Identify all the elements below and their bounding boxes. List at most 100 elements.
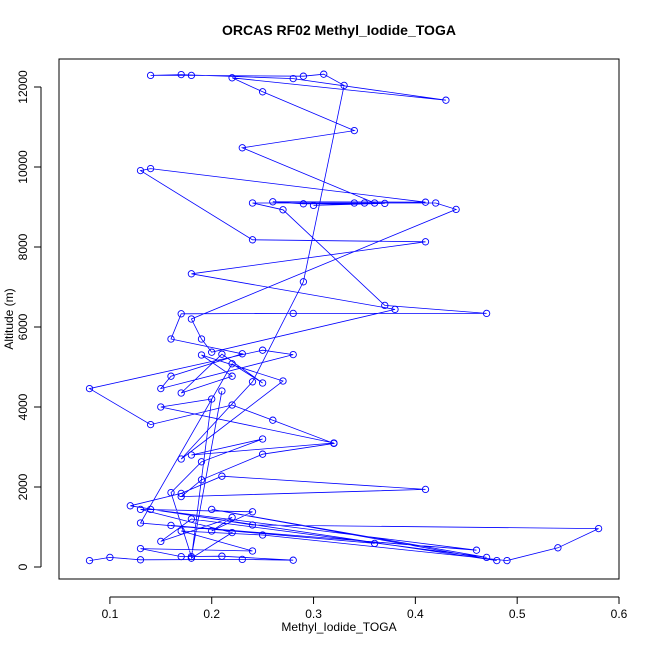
data-point <box>309 201 318 210</box>
data-point <box>330 439 338 447</box>
y-axis-label: Altitude (m) <box>2 288 16 349</box>
data-point <box>554 544 562 552</box>
y-tick-label: 10000 <box>16 150 30 184</box>
data-point <box>208 395 216 403</box>
data-point <box>136 505 145 514</box>
x-tick-label: 0.5 <box>509 607 526 621</box>
data-point <box>187 315 196 323</box>
data-point <box>157 384 165 393</box>
data-point <box>299 278 308 286</box>
y-axis: 0 2000 4000 6000 8000 10000 12000 <box>16 70 42 570</box>
data-point <box>228 372 236 380</box>
data-point <box>136 556 145 564</box>
data-point <box>350 126 358 135</box>
data-point <box>248 508 257 516</box>
data-point <box>482 553 491 562</box>
data-point <box>248 199 257 207</box>
data-point <box>258 346 267 354</box>
data-point <box>218 472 226 480</box>
data-point <box>289 74 297 83</box>
x-tick-label: 0.6 <box>611 607 628 621</box>
data-point <box>187 71 196 80</box>
x-tick-label: 0.1 <box>102 607 119 621</box>
data-point <box>228 360 236 368</box>
data-point <box>472 546 481 554</box>
data-point <box>493 556 501 565</box>
data-point <box>289 556 297 564</box>
data-point <box>228 513 236 522</box>
chart-title: ORCAS RF02 Methyl_Iodide_TOGA <box>222 22 456 38</box>
data-point <box>421 198 430 206</box>
data-point <box>228 528 236 537</box>
data-point <box>360 199 369 207</box>
data-point <box>228 401 236 409</box>
data-point <box>248 236 257 244</box>
data-point <box>299 72 308 80</box>
data-point <box>146 71 155 80</box>
data-point <box>503 556 511 565</box>
data-point <box>208 348 216 356</box>
data-point <box>136 519 145 527</box>
y-tick-label: 6000 <box>16 313 30 340</box>
data-point <box>177 552 185 561</box>
x-axis: 0.1 0.2 0.3 0.4 0.5 0.6 <box>102 596 628 621</box>
data-point <box>187 552 196 561</box>
data-point <box>187 270 196 278</box>
data-point <box>258 379 267 387</box>
data-point <box>85 556 94 565</box>
data-point <box>106 553 114 562</box>
data-point <box>197 351 206 359</box>
series-line-0 <box>88 73 599 562</box>
data-point <box>157 403 165 411</box>
data-point <box>167 488 175 497</box>
data-point <box>370 199 379 207</box>
data-point <box>279 206 287 214</box>
x-axis-label: Methyl_Iodide_TOGA <box>281 620 396 634</box>
data-point <box>187 515 196 523</box>
data-point <box>482 309 491 318</box>
data-point <box>248 378 257 386</box>
data-point <box>238 555 246 564</box>
data-point <box>177 70 185 79</box>
data-point <box>85 384 94 393</box>
data-point <box>218 552 226 560</box>
data-point <box>146 505 155 514</box>
data-point <box>167 521 175 530</box>
data-point <box>197 458 206 466</box>
data-point <box>370 539 379 548</box>
data-point <box>258 450 267 458</box>
data-point <box>289 350 297 359</box>
y-tick-label: 0 <box>16 563 30 570</box>
data-point <box>208 527 216 535</box>
y-tick-label: 2000 <box>16 473 30 500</box>
data-point <box>177 492 185 501</box>
data-point <box>258 88 267 96</box>
data-point <box>289 309 297 318</box>
series-layer <box>85 70 603 565</box>
x-tick-label: 0.4 <box>407 607 424 621</box>
data-point <box>279 377 287 385</box>
data-point <box>146 420 155 429</box>
data-point <box>381 301 389 310</box>
data-point <box>218 387 226 395</box>
x-tick-label: 0.3 <box>305 607 322 621</box>
x-tick-label: 0.2 <box>203 607 220 621</box>
data-point <box>350 199 358 207</box>
data-point <box>177 489 185 498</box>
data-point <box>421 485 430 494</box>
data-point <box>126 502 134 510</box>
data-point <box>197 476 206 484</box>
data-point <box>177 455 185 463</box>
data-point <box>432 199 440 207</box>
data-point <box>238 144 246 152</box>
data-point <box>340 81 348 90</box>
data-point <box>452 205 460 214</box>
y-tick-label: 4000 <box>16 393 30 420</box>
data-point <box>218 350 226 358</box>
data-point <box>269 416 277 424</box>
data-point <box>167 335 175 343</box>
data-point <box>177 310 185 318</box>
data-point <box>320 70 328 78</box>
data-point <box>248 521 257 529</box>
